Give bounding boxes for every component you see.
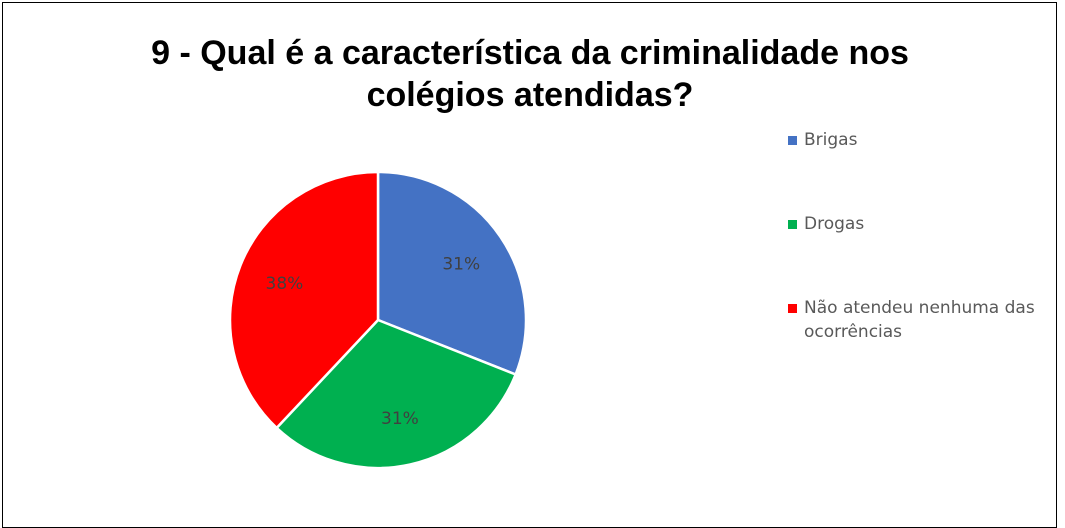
- pie-slice-drogas: [274, 318, 518, 470]
- pie-slice-brigas: [376, 170, 528, 377]
- slice-label-nao-atendeu: 38%: [266, 274, 304, 294]
- chart-title: 9 - Qual é a característica da criminali…: [40, 32, 1020, 116]
- legend-swatch-drogas: [788, 220, 797, 229]
- chart-title-line-1: 9 - Qual é a característica da criminali…: [151, 34, 909, 72]
- legend-label-brigas: Brigas: [804, 130, 858, 150]
- slice-label-brigas: 31%: [442, 254, 480, 274]
- slice-label-drogas: 31%: [381, 409, 419, 429]
- legend-swatch-nao-atendeu: [788, 304, 797, 313]
- pie-slice-nao-atendeu: [228, 170, 380, 430]
- legend-label-drogas: Drogas: [804, 214, 865, 234]
- legend-label-nao-atendeu: Não atendeu nenhuma das ocorrências: [804, 298, 1035, 342]
- legend-swatch-brigas: [788, 136, 797, 145]
- chart-title-line-2: colégios atendidas?: [366, 76, 694, 114]
